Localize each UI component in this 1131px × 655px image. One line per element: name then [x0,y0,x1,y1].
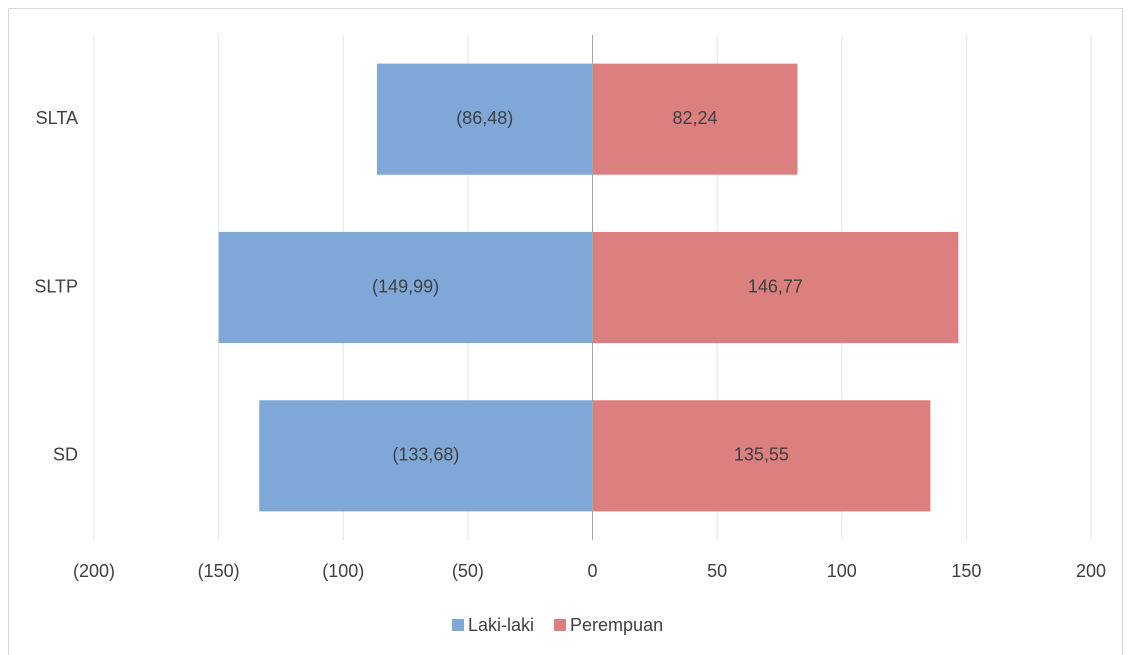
x-tick-label: 200 [1076,561,1106,581]
x-tick-label: (200) [73,561,115,581]
bar [218,231,593,344]
value-label: (86,48) [456,108,513,128]
value-label: 82,24 [672,108,717,128]
y-tick-label: SD [53,445,78,465]
x-tick-label: (50) [452,561,484,581]
value-label: 135,55 [734,445,789,465]
y-tick-label: SLTA [36,108,78,128]
bar [592,231,959,344]
x-tick-label: 0 [587,561,597,581]
bar [592,63,798,175]
value-label: 146,77 [748,276,803,296]
x-tick-label: 150 [951,561,981,581]
value-label: (133,68) [392,445,459,465]
y-tick-label: SLTP [34,276,78,296]
bar [592,400,931,512]
legend-label: Perempuan [570,615,663,635]
legend-swatch [452,619,464,631]
legend-swatch [554,619,567,631]
legend-label: Laki-laki [468,615,534,635]
x-tick-label: 100 [827,561,857,581]
bar [259,400,593,512]
bar [376,63,593,175]
x-tick-label: 50 [707,561,727,581]
x-tick-label: (150) [198,561,240,581]
x-tick-label: (100) [322,561,364,581]
value-label: (149,99) [372,276,439,296]
